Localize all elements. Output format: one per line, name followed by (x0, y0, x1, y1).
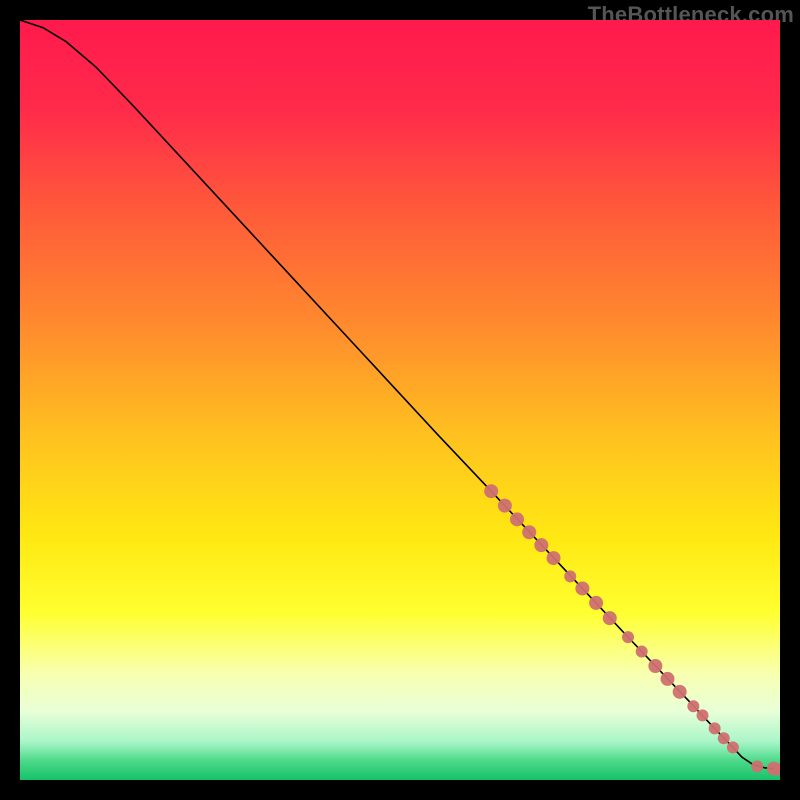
data-marker (575, 581, 589, 595)
data-marker (718, 732, 730, 744)
data-marker (534, 538, 548, 552)
data-marker (564, 570, 576, 582)
data-marker (547, 551, 561, 565)
data-marker (687, 700, 699, 712)
data-marker (484, 484, 498, 498)
plot-background (20, 20, 780, 780)
data-marker (510, 512, 524, 526)
data-marker (696, 709, 708, 721)
data-marker (636, 646, 648, 658)
data-marker (522, 525, 536, 539)
bottleneck-curve-plot (20, 20, 780, 780)
data-marker (603, 611, 617, 625)
data-marker (709, 722, 721, 734)
data-marker (622, 631, 634, 643)
data-marker (727, 741, 739, 753)
data-marker (661, 672, 675, 686)
data-marker (498, 499, 512, 513)
data-marker (751, 760, 763, 772)
data-marker (589, 596, 603, 610)
data-marker (648, 659, 662, 673)
data-marker (673, 685, 687, 699)
chart-frame: TheBottleneck.com (0, 0, 800, 800)
